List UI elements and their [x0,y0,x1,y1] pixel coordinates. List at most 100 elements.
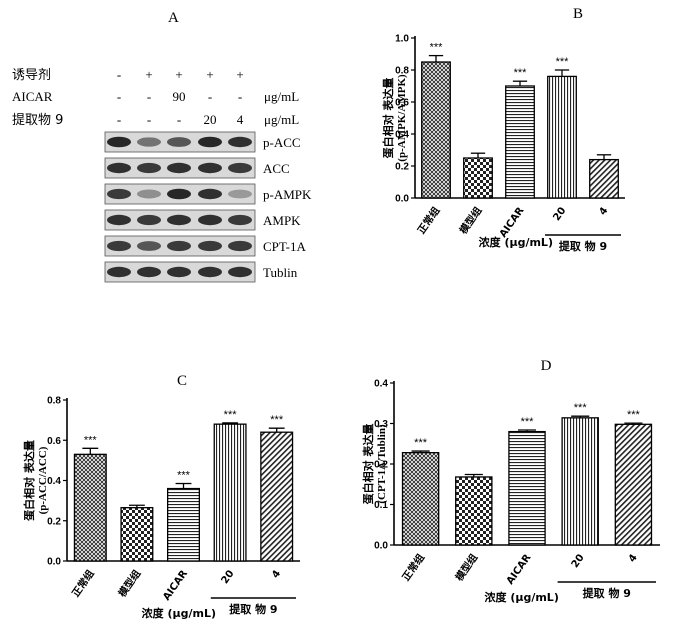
panel-label: B [573,6,583,22]
blot-strip-p-ampk: p-AMPK [104,183,312,205]
y-tick-label: 0.2 [374,460,388,471]
significance-label: *** [270,414,284,426]
significance-label: *** [627,409,641,421]
category-label: AICAR [505,552,534,587]
blot-band [107,162,131,174]
panel-a: A 诱导剂 AICAR 提取物 9 - + + + + - - 90 - - μ… [12,10,312,283]
blot-band [137,162,161,174]
bar [614,423,653,546]
bar [561,417,599,546]
y-tick-label: 0.4 [47,476,61,487]
category-label: 20 [570,552,587,570]
blot-band [198,162,222,174]
chart-panel-d: D 0.0 0.1 0.2 0.3 0.4 蛋白相对 表达量 (CPT-1A/Tublin) *… [361,358,660,604]
blot-band-label: p-AMPK [263,187,312,202]
treatment-cell: - [147,112,151,127]
treatment-row-inducer: - + + + + [117,67,244,82]
blot-band-label: AMPK [263,213,301,228]
significance-label: *** [430,42,444,54]
blot-band [228,136,252,148]
blot-band-label: ACC [263,161,290,176]
significance-label: *** [556,56,570,68]
bar [455,476,493,546]
y-axis-label: 蛋白相对 表达量 [361,424,375,505]
y-tick-label: 0.1 [374,500,388,511]
blot-band [167,188,191,200]
x-axis-label: 浓度 (μg/mL) [142,606,216,619]
treatment-row-aicar: - - 90 - - μg/mL [117,89,299,104]
blot-band [228,266,252,278]
significance-label: *** [414,437,428,449]
bar [508,430,546,546]
y-tick-label: 0.0 [395,194,409,205]
blot-band [198,240,222,252]
treatment-cell: - [117,112,121,127]
blot-band [107,214,131,226]
blot-band [167,240,191,252]
y-tick-label: 0.6 [47,436,61,447]
treatment-unit: μg/mL [264,112,299,127]
blot-band [198,214,222,226]
blot-band [137,214,161,226]
treatment-cell: + [236,67,243,82]
y-tick-label: 0.4 [374,379,388,390]
blot-band [228,162,252,174]
chart-panel-b: B 0.0 0.2 0.4 0.6 0.8 1.0 蛋白相对 表达量 (p-AMPK/AMPK)… [381,6,625,253]
category-label: AICAR [161,568,190,603]
y-axis-label: 蛋白相对 表达量 [381,78,395,159]
category-label: 4 [627,552,640,564]
significance-label: *** [514,67,528,79]
treatment-row-inducer-label: 诱导剂 [12,68,51,83]
significance-label: *** [224,409,238,421]
bar [505,85,535,199]
y-tick-label: 0.8 [395,66,409,77]
blot-band [137,189,161,199]
blot-strip-acc: ACC [104,157,290,179]
category-label: 模型组 [116,567,144,599]
treatment-cell: - [238,89,242,104]
treatment-cell: + [175,67,182,82]
blot-band [228,189,252,199]
y-axis-label-ratio: (CPT-1A/Tublin) [376,424,388,504]
category-label: 正常组 [69,567,97,599]
blot-band [167,137,191,147]
treatment-cell: 90 [173,89,186,104]
significance-label: *** [84,434,98,446]
significance-label: *** [521,416,535,428]
bar [463,157,493,199]
y-tick-label: 0.2 [395,162,409,173]
category-label: AICAR [498,205,527,240]
blot-band [228,214,252,226]
bar [260,431,294,562]
bar [547,75,577,199]
blot-band-label: p-ACC [263,135,301,150]
y-tick-label: 0.3 [374,419,388,430]
treatment-cell: + [206,67,213,82]
panel-a-label: A [168,10,179,26]
group-label: 提取 物 9 [559,239,607,253]
y-tick-label: 0.8 [47,396,61,407]
blot-band [137,137,161,147]
bar [167,487,200,562]
blot-strip-p-acc: p-ACC [104,131,301,153]
significance-label: *** [574,402,588,414]
group-label: 提取 物 9 [229,602,277,616]
blot-band [198,266,222,278]
y-axis-label-ratio: (p-ACC/ACC) [37,446,49,514]
blot-band [137,241,161,251]
treatment-row-extract: - - - 20 4 μg/mL [117,112,299,127]
category-label: 20 [551,205,568,223]
blot-band [107,136,131,148]
blot-band [167,162,191,174]
significance-label: *** [177,470,191,482]
category-label: 正常组 [415,204,443,236]
blot-band [107,240,131,252]
bar [421,61,451,199]
y-tick-label: 0.2 [47,516,61,527]
category-label: 模型组 [452,551,480,583]
panel-label: C [177,373,187,389]
blot-band [198,188,222,200]
treatment-cell: - [117,89,121,104]
